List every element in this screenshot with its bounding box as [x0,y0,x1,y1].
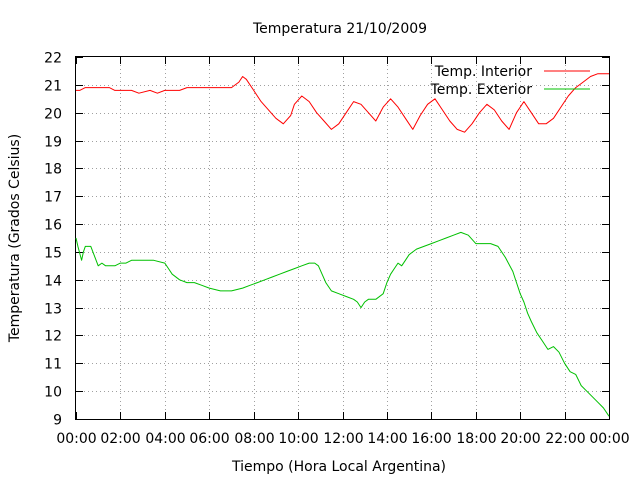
y-tick-label: 10 [44,385,62,401]
x-tick-label: 00:00 [56,431,96,447]
y-tick-label: 17 [44,190,62,206]
y-tick-label: 14 [44,274,62,290]
y-tick-label: 12 [44,329,62,345]
plot-frame [75,56,610,420]
legend-label-interior: Temp. Interior [434,64,533,80]
y-tick-label: 11 [44,357,62,373]
x-tick-label: 12:00 [323,431,363,447]
series-line-interior [76,73,609,133]
legend-label-exterior: Temp. Exterior [430,82,533,98]
axis-ticks [76,57,610,420]
x-tick-label: 22:00 [545,431,585,447]
x-tick-label: 10:00 [278,431,318,447]
x-tick-label: 14:00 [367,431,407,447]
y-tick-label: 22 [44,51,62,67]
x-tick-label: 16:00 [411,431,451,447]
x-tick-labels: 00:00 02:00 04:00 06:00 08:00 10:00 12:00 14:00… [56,431,629,447]
y-tick-label: 21 [44,79,62,95]
x-tick-label: 02:00 [100,431,140,447]
x-tick-label: 06:00 [189,431,229,447]
y-tick-label: 9 [53,413,62,429]
x-tick-label: 18:00 [456,431,496,447]
y-axis-label: Temperatura (Grados Celsius) [7,134,23,343]
y-tick-label: 15 [44,246,62,262]
legend: Temp. Interior Temp. Exterior [430,64,590,98]
x-tick-label: 08:00 [234,431,274,447]
y-tick-label: 19 [44,135,62,151]
x-tick-label: 00:00 [589,431,629,447]
y-tick-label: 16 [44,218,62,234]
x-axis-label: Tiempo (Hora Local Argentina) [231,459,446,475]
x-tick-label: 04:00 [145,431,185,447]
y-tick-label: 20 [44,107,62,123]
y-tick-label: 13 [44,302,62,318]
series-line-exterior [75,231,610,417]
series-lines [75,73,610,417]
y-tick-label: 18 [44,162,62,178]
grid [76,57,609,419]
chart-title: Temperatura 21/10/2009 [252,21,427,37]
y-tick-labels: 9 10 11 12 13 14 15 16 17 18 19 20 21 22 [44,51,62,429]
x-tick-label: 20:00 [500,431,540,447]
